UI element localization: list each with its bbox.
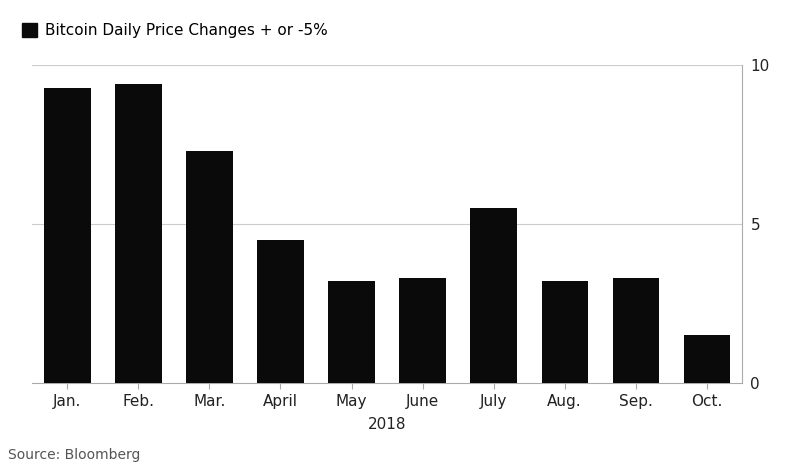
Legend: Bitcoin Daily Price Changes + or -5%: Bitcoin Daily Price Changes + or -5% bbox=[16, 17, 334, 44]
Text: Source: Bloomberg: Source: Bloomberg bbox=[8, 448, 140, 462]
Bar bbox=[684, 335, 729, 383]
Bar bbox=[187, 151, 232, 383]
Bar bbox=[45, 88, 90, 383]
Bar bbox=[613, 278, 658, 383]
Bar bbox=[400, 278, 445, 383]
Bar bbox=[258, 240, 303, 383]
Bar bbox=[116, 85, 161, 383]
Bar bbox=[329, 281, 374, 383]
Bar bbox=[542, 281, 587, 383]
X-axis label: 2018: 2018 bbox=[368, 417, 406, 432]
Bar bbox=[471, 208, 516, 383]
